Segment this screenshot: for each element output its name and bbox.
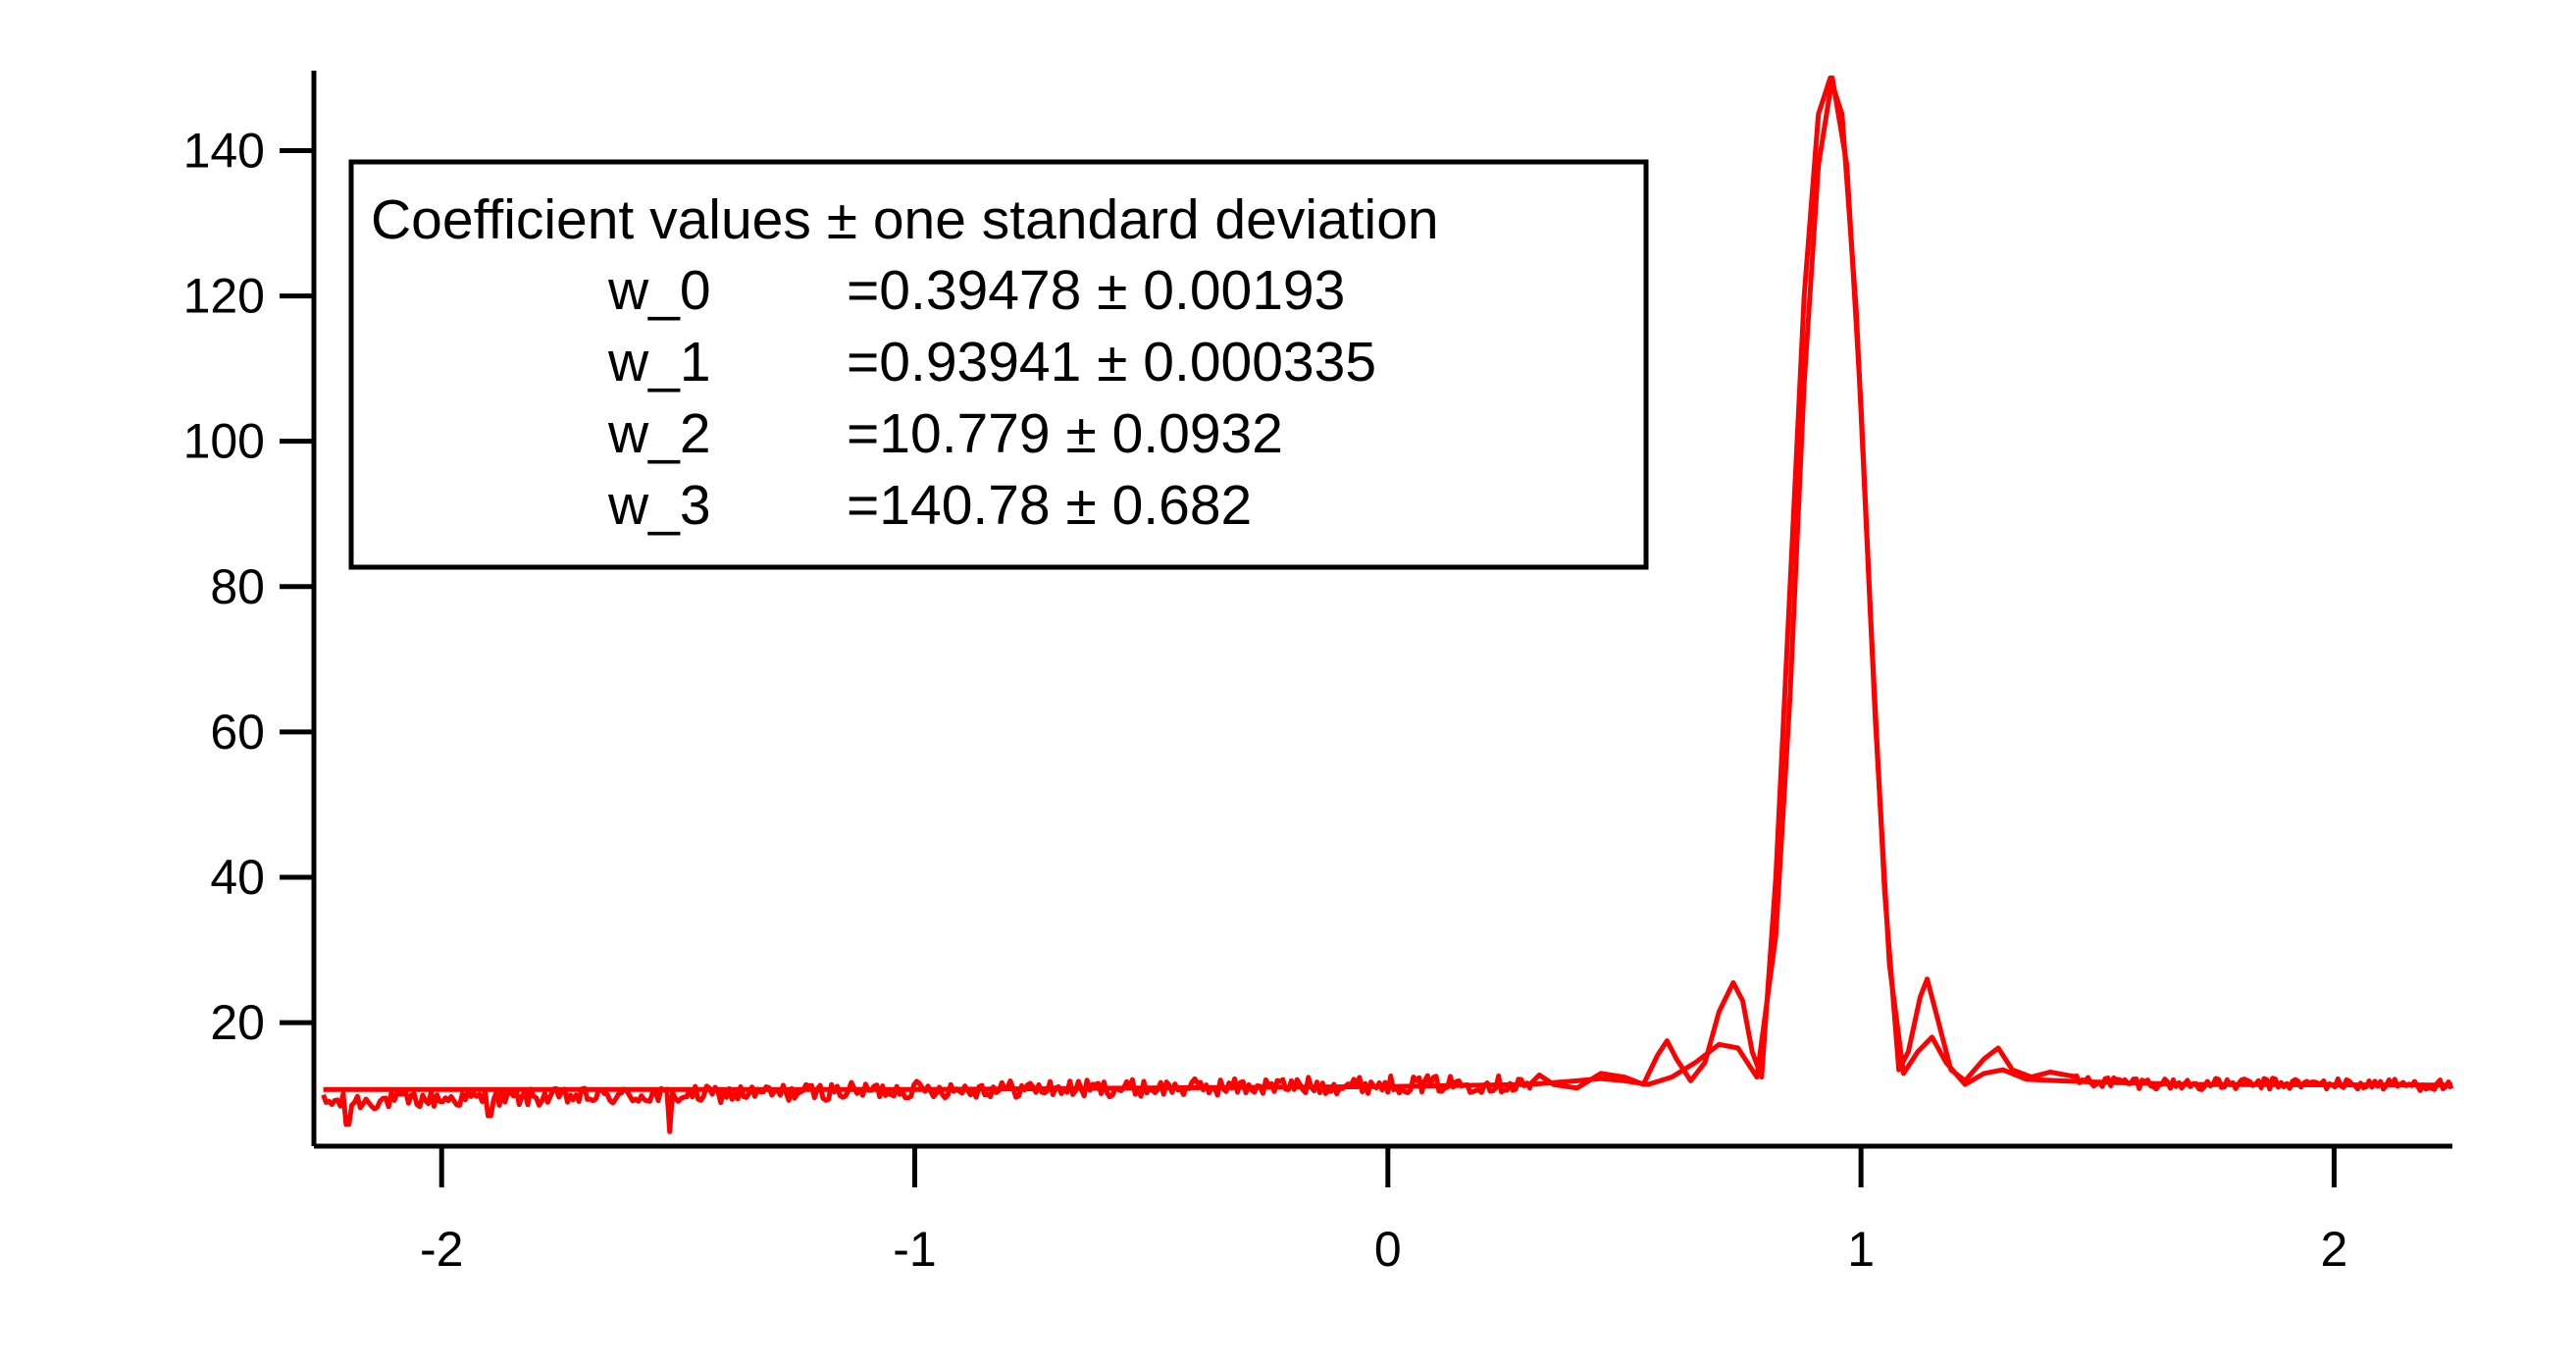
annotation-title: Coefficient values ± one standard deviat… xyxy=(371,188,1439,251)
x-tick-label: 0 xyxy=(1374,1222,1402,1277)
coef-w1-name: w_1 xyxy=(607,331,711,394)
y-tick-label: 80 xyxy=(210,559,265,614)
fit-series-line xyxy=(323,75,2453,1092)
x-axis-ticks: -2 -1 0 1 2 xyxy=(420,1146,2347,1277)
x-tick-label: -2 xyxy=(420,1222,463,1277)
coef-w2-name: w_2 xyxy=(607,402,711,465)
coefficient-annotation-box: Coefficient values ± one standard deviat… xyxy=(348,159,1649,570)
x-tick-label: 2 xyxy=(2321,1222,2348,1277)
coef-w0-value: =0.39478 ± 0.00193 xyxy=(847,259,1345,322)
y-tick-label: 60 xyxy=(210,705,265,760)
coef-w1-value: =0.93941 ± 0.000335 xyxy=(847,331,1376,394)
y-tick-label: 120 xyxy=(183,269,265,324)
coef-w0-name: w_0 xyxy=(607,259,711,322)
y-tick-label: 40 xyxy=(210,850,265,905)
annotation-frame xyxy=(348,159,1649,570)
y-tick-label: 100 xyxy=(183,414,265,469)
y-tick-label: 20 xyxy=(210,995,265,1050)
y-tick-label: 140 xyxy=(183,123,265,178)
coef-w3-value: =140.78 ± 0.682 xyxy=(847,474,1252,537)
coef-w3-name: w_3 xyxy=(607,474,711,537)
x-tick-label: -1 xyxy=(893,1222,936,1277)
x-tick-label: 1 xyxy=(1847,1222,1875,1277)
y-axis-ticks: 20 40 60 80 100 120 140 xyxy=(183,123,314,1050)
series-layer xyxy=(321,75,2454,1134)
coef-w2-value: =10.779 ± 0.0932 xyxy=(847,402,1283,465)
